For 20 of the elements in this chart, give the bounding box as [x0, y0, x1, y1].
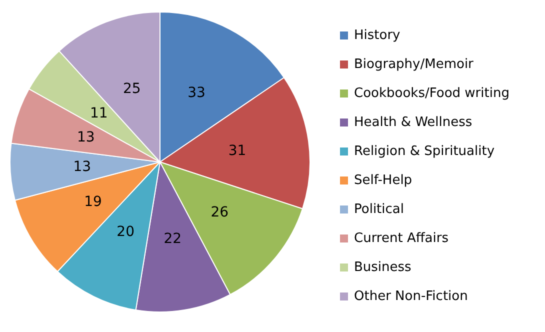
legend-label: Other Non-Fiction: [354, 289, 468, 304]
legend-label: Political: [354, 202, 404, 217]
data-label: 19: [84, 194, 102, 210]
data-label: 13: [73, 159, 92, 176]
data-label: 25: [122, 81, 141, 98]
legend-label: Current Affairs: [354, 231, 449, 246]
data-label: 20: [116, 224, 134, 240]
data-label: 13: [76, 130, 95, 146]
legend-label: Self-Help: [354, 173, 412, 188]
legend-label: Health & Wellness: [354, 115, 472, 130]
data-label: 26: [210, 204, 229, 220]
data-label: 33: [188, 85, 206, 102]
legend-label: Business: [354, 260, 412, 275]
legend-label: History: [354, 28, 401, 43]
data-label: 22: [164, 230, 182, 247]
legend-label: Cookbooks/Food writing: [354, 86, 510, 101]
legend-label: Religion & Spirituality: [354, 144, 495, 159]
data-label: 31: [228, 143, 246, 160]
data-label: 11: [90, 105, 108, 122]
legend-label: Biography/Memoir: [354, 57, 474, 72]
